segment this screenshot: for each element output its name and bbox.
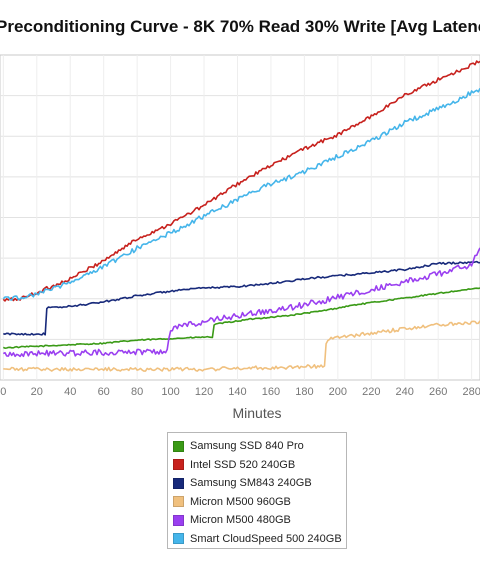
x-tick-label: 260 — [429, 386, 447, 398]
x-tick-label: 40 — [64, 386, 76, 398]
x-tick-label: 200 — [329, 386, 347, 398]
series-layer — [2, 60, 480, 372]
legend-swatch — [173, 496, 184, 508]
x-tick-label: 120 — [195, 386, 213, 398]
legend-item[interactable]: Intel SSD 520 240GB — [173, 456, 346, 475]
x-tick-label: 160 — [262, 386, 280, 398]
x-tick-label: 60 — [98, 386, 110, 398]
x-tick-label: 80 — [131, 386, 143, 398]
legend-label: Intel SSD 520 240GB — [190, 458, 296, 471]
legend-item[interactable]: Samsung SSD 840 Pro — [173, 437, 346, 456]
chart-title: Preconditioning Curve - 8K 70% Read 30% … — [0, 17, 480, 36]
legend-item[interactable]: Micron M500 480GB — [173, 511, 346, 530]
x-tick-label: 100 — [161, 386, 179, 398]
legend-swatch — [173, 533, 184, 545]
x-axis-title: Minutes — [232, 405, 281, 421]
x-tick-label: 20 — [31, 386, 43, 398]
legend-label: Smart CloudSpeed 500 240GB — [190, 532, 342, 545]
legend-swatch — [173, 440, 184, 452]
x-tick-label: 240 — [396, 386, 414, 398]
x-tick-label: 0 — [0, 386, 6, 398]
legend-label: Samsung SM843 240GB — [190, 477, 312, 490]
legend-item[interactable]: Smart CloudSpeed 500 240GB — [173, 530, 346, 549]
series-line-1 — [2, 287, 480, 350]
legend-swatch — [173, 514, 184, 526]
legend-label: Samsung SSD 840 Pro — [190, 440, 304, 453]
legend-swatch — [173, 459, 184, 471]
legend-label: Micron M500 480GB — [190, 514, 291, 527]
x-tick-label: 220 — [362, 386, 380, 398]
series-line-5 — [2, 247, 480, 358]
legend-label: Micron M500 960GB — [190, 495, 291, 508]
x-tick-label: 180 — [295, 386, 313, 398]
grid-layer — [0, 54, 480, 381]
series-line-4 — [3, 320, 480, 372]
x-tick-layer: 0 20 40 60 80 100 120 140 160 180 200 220 240 260 280 — [0, 386, 480, 398]
legend-swatch — [173, 477, 184, 489]
plot-frame — [0, 54, 480, 381]
legend-item[interactable]: Micron M500 960GB — [173, 493, 346, 512]
legend: Samsung SSD 840 Pro Intel SSD 520 240GB Sa… — [167, 432, 347, 549]
x-tick-label: 140 — [228, 386, 246, 398]
series-line-6 — [2, 87, 480, 301]
legend-item[interactable]: Samsung SM843 240GB — [173, 474, 346, 493]
series-line-3 — [3, 260, 480, 336]
x-tick-label: 280 — [462, 386, 480, 398]
series-line-2 — [2, 60, 480, 302]
